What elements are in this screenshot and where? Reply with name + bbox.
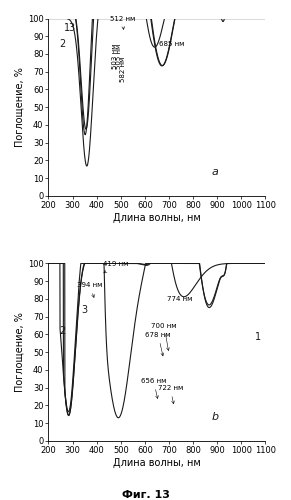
Text: 503 нм: 503 нм: [112, 44, 118, 69]
Text: 512 нм: 512 нм: [110, 16, 135, 30]
Text: 722 нм: 722 нм: [158, 385, 183, 404]
Text: 505 нм: 505 нм: [116, 44, 122, 69]
Text: 1: 1: [64, 23, 70, 33]
Text: 3: 3: [68, 23, 74, 33]
Text: 2: 2: [59, 326, 65, 336]
X-axis label: Длина волны, нм: Длина волны, нм: [113, 212, 201, 222]
Text: Фиг. 13: Фиг. 13: [122, 490, 169, 500]
Text: 774 нм: 774 нм: [167, 296, 193, 302]
Text: 582 нм: 582 нм: [120, 56, 126, 82]
Text: 419 нм: 419 нм: [103, 261, 128, 273]
X-axis label: Длина волны, нм: Длина волны, нм: [113, 458, 201, 468]
Text: 3: 3: [81, 305, 87, 315]
Text: 394 нм: 394 нм: [77, 282, 102, 298]
Y-axis label: Поглощение, %: Поглощение, %: [15, 68, 25, 147]
Text: 1: 1: [255, 332, 261, 342]
Text: 700 нм: 700 нм: [151, 323, 177, 350]
Text: 2: 2: [59, 39, 65, 49]
Text: 685 нм: 685 нм: [159, 41, 184, 47]
Text: 656 нм: 656 нм: [141, 378, 166, 398]
Text: 678 нм: 678 нм: [146, 332, 171, 356]
Text: a: a: [211, 166, 218, 176]
Text: b: b: [211, 412, 218, 422]
Y-axis label: Поглощение, %: Поглощение, %: [15, 312, 25, 392]
